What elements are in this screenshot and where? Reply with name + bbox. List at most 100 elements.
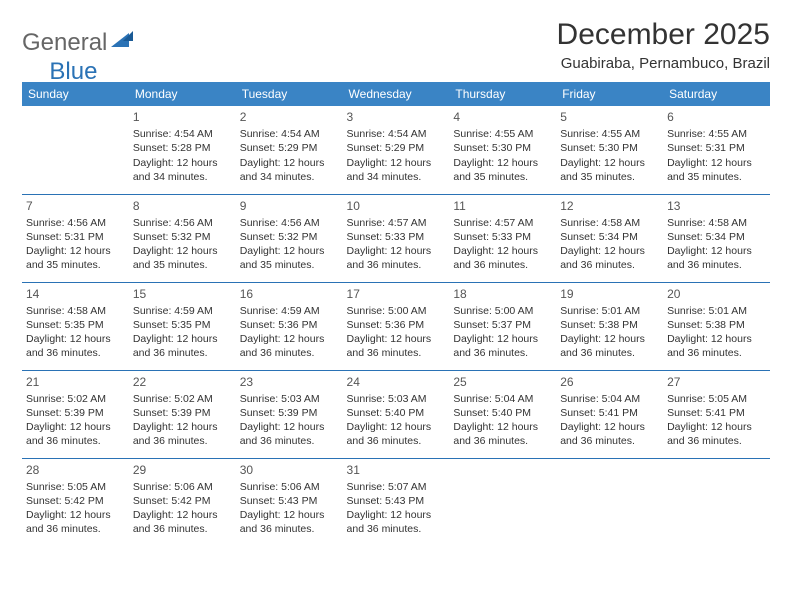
day-number: 2 [240,109,339,125]
logo-triangle-icon [111,26,133,54]
calendar-row: 21Sunrise: 5:02 AMSunset: 5:39 PMDayligh… [22,370,770,458]
daylight-text: Daylight: 12 hours and 36 minutes. [133,420,232,448]
calendar-cell: 6Sunrise: 4:55 AMSunset: 5:31 PMDaylight… [663,106,770,194]
daylight-text: Daylight: 12 hours and 36 minutes. [347,420,446,448]
calendar-row: 28Sunrise: 5:05 AMSunset: 5:42 PMDayligh… [22,458,770,546]
calendar-cell: 1Sunrise: 4:54 AMSunset: 5:28 PMDaylight… [129,106,236,194]
day-number: 27 [667,374,766,390]
sunrise-text: Sunrise: 5:03 AM [240,392,339,406]
calendar-cell: 19Sunrise: 5:01 AMSunset: 5:38 PMDayligh… [556,282,663,370]
sunset-text: Sunset: 5:35 PM [133,318,232,332]
sunrise-text: Sunrise: 5:04 AM [453,392,552,406]
sunrise-text: Sunrise: 5:02 AM [26,392,125,406]
logo-text-general: General [22,29,107,57]
day-number: 14 [26,286,125,302]
sunset-text: Sunset: 5:42 PM [26,494,125,508]
weekday-header: Wednesday [343,82,450,106]
sunset-text: Sunset: 5:29 PM [347,141,446,155]
title-block: December 2025 Guabiraba, Pernambuco, Bra… [557,18,770,72]
month-title: December 2025 [557,18,770,52]
daylight-text: Daylight: 12 hours and 35 minutes. [560,156,659,184]
sunset-text: Sunset: 5:31 PM [667,141,766,155]
day-number: 1 [133,109,232,125]
sunset-text: Sunset: 5:42 PM [133,494,232,508]
daylight-text: Daylight: 12 hours and 36 minutes. [133,508,232,536]
day-number: 15 [133,286,232,302]
day-number: 10 [347,198,446,214]
sunset-text: Sunset: 5:37 PM [453,318,552,332]
location-text: Guabiraba, Pernambuco, Brazil [557,55,770,72]
calendar-cell: 12Sunrise: 4:58 AMSunset: 5:34 PMDayligh… [556,194,663,282]
daylight-text: Daylight: 12 hours and 36 minutes. [26,420,125,448]
sunrise-text: Sunrise: 4:56 AM [26,216,125,230]
header: General Blue December 2025 Guabiraba, Pe… [22,18,770,72]
sunset-text: Sunset: 5:43 PM [240,494,339,508]
sunset-text: Sunset: 5:31 PM [26,230,125,244]
calendar-cell: 27Sunrise: 5:05 AMSunset: 5:41 PMDayligh… [663,370,770,458]
daylight-text: Daylight: 12 hours and 34 minutes. [240,156,339,184]
sunrise-text: Sunrise: 4:58 AM [667,216,766,230]
calendar-cell [663,458,770,546]
calendar-cell: 4Sunrise: 4:55 AMSunset: 5:30 PMDaylight… [449,106,556,194]
day-number: 13 [667,198,766,214]
sunset-text: Sunset: 5:38 PM [667,318,766,332]
calendar-cell: 13Sunrise: 4:58 AMSunset: 5:34 PMDayligh… [663,194,770,282]
calendar-cell [556,458,663,546]
daylight-text: Daylight: 12 hours and 36 minutes. [240,332,339,360]
calendar-cell: 3Sunrise: 4:54 AMSunset: 5:29 PMDaylight… [343,106,450,194]
daylight-text: Daylight: 12 hours and 36 minutes. [667,332,766,360]
logo-text-blue: Blue [49,58,97,86]
calendar-row: 7Sunrise: 4:56 AMSunset: 5:31 PMDaylight… [22,194,770,282]
day-number: 5 [560,109,659,125]
daylight-text: Daylight: 12 hours and 36 minutes. [560,332,659,360]
calendar-cell [22,106,129,194]
day-number: 7 [26,198,125,214]
calendar-cell: 18Sunrise: 5:00 AMSunset: 5:37 PMDayligh… [449,282,556,370]
daylight-text: Daylight: 12 hours and 36 minutes. [667,420,766,448]
sunset-text: Sunset: 5:40 PM [453,406,552,420]
daylight-text: Daylight: 12 hours and 35 minutes. [26,244,125,272]
sunset-text: Sunset: 5:43 PM [347,494,446,508]
day-number: 29 [133,462,232,478]
day-number: 19 [560,286,659,302]
calendar-cell: 23Sunrise: 5:03 AMSunset: 5:39 PMDayligh… [236,370,343,458]
sunrise-text: Sunrise: 4:58 AM [26,304,125,318]
sunrise-text: Sunrise: 5:00 AM [453,304,552,318]
sunset-text: Sunset: 5:32 PM [133,230,232,244]
daylight-text: Daylight: 12 hours and 36 minutes. [560,244,659,272]
calendar-cell: 8 Sunrise: 4:56 AMSunset: 5:32 PMDaylight… [129,194,236,282]
sunset-text: Sunset: 5:39 PM [26,406,125,420]
sunrise-text: Sunrise: 4:56 AM [240,216,339,230]
calendar-cell: 9Sunrise: 4:56 AMSunset: 5:32 PMDaylight… [236,194,343,282]
sunset-text: Sunset: 5:29 PM [240,141,339,155]
calendar-cell: 11Sunrise: 4:57 AMSunset: 5:33 PMDayligh… [449,194,556,282]
calendar-cell: 17Sunrise: 5:00 AMSunset: 5:36 PMDayligh… [343,282,450,370]
sunset-text: Sunset: 5:33 PM [453,230,552,244]
daylight-text: Daylight: 12 hours and 36 minutes. [453,244,552,272]
calendar-row: 14Sunrise: 4:58 AMSunset: 5:35 PMDayligh… [22,282,770,370]
daylight-text: Daylight: 12 hours and 36 minutes. [26,508,125,536]
day-number: 30 [240,462,339,478]
sunset-text: Sunset: 5:30 PM [453,141,552,155]
sunrise-text: Sunrise: 4:55 AM [560,127,659,141]
daylight-text: Daylight: 12 hours and 35 minutes. [133,244,232,272]
weekday-header: Friday [556,82,663,106]
daylight-text: Daylight: 12 hours and 35 minutes. [453,156,552,184]
daylight-text: Daylight: 12 hours and 36 minutes. [133,332,232,360]
day-number: 25 [453,374,552,390]
sunset-text: Sunset: 5:39 PM [133,406,232,420]
sunrise-text: Sunrise: 4:58 AM [560,216,659,230]
sunrise-text: Sunrise: 4:56 AM [133,216,232,230]
sunrise-text: Sunrise: 5:07 AM [347,480,446,494]
sunrise-text: Sunrise: 5:00 AM [347,304,446,318]
calendar-cell: 20Sunrise: 5:01 AMSunset: 5:38 PMDayligh… [663,282,770,370]
calendar-cell: 29Sunrise: 5:06 AMSunset: 5:42 PMDayligh… [129,458,236,546]
calendar-cell: 31Sunrise: 5:07 AMSunset: 5:43 PMDayligh… [343,458,450,546]
day-number: 8 [133,198,232,214]
calendar-cell: 26Sunrise: 5:04 AMSunset: 5:41 PMDayligh… [556,370,663,458]
calendar-cell: 7 Sunrise: 4:56 AMSunset: 5:31 PMDaylight… [22,194,129,282]
calendar-cell: 10Sunrise: 4:57 AMSunset: 5:33 PMDayligh… [343,194,450,282]
daylight-text: Daylight: 12 hours and 36 minutes. [560,420,659,448]
sunset-text: Sunset: 5:41 PM [560,406,659,420]
sunrise-text: Sunrise: 4:55 AM [667,127,766,141]
